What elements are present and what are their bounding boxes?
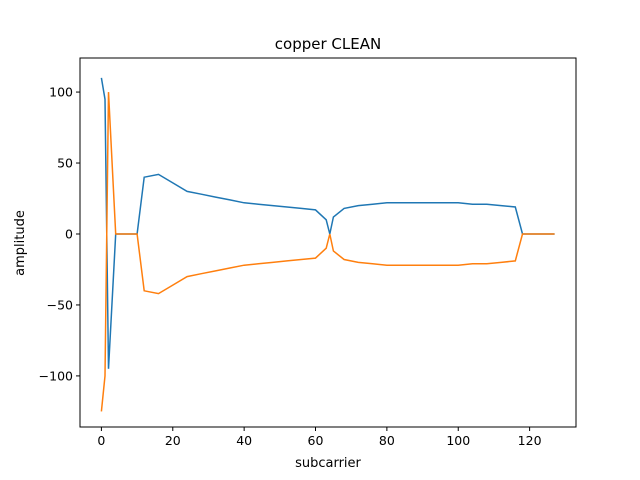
chart-title: copper CLEAN xyxy=(275,35,381,53)
plot-frame xyxy=(79,57,577,428)
x-tick-label: 80 xyxy=(379,433,395,448)
x-tick-label: 60 xyxy=(308,433,324,448)
x-tick-label: 120 xyxy=(518,433,542,448)
x-tick-label: 40 xyxy=(236,433,252,448)
x-tick-label: 20 xyxy=(165,433,181,448)
y-tick-label: 0 xyxy=(65,226,73,241)
x-tick-label: 100 xyxy=(446,433,470,448)
x-tick-label: 0 xyxy=(97,433,105,448)
x-axis-label: subcarrier xyxy=(295,456,361,471)
y-tick-label: 100 xyxy=(49,85,73,100)
y-axis-label: amplitude xyxy=(13,210,28,276)
y-tick-label: 50 xyxy=(57,156,73,171)
series-line-0 xyxy=(100,77,555,369)
y-tick-label: −100 xyxy=(39,368,73,383)
y-axis: −100 −50 0 50 100 xyxy=(39,85,80,383)
series-layer xyxy=(100,77,555,412)
x-axis: 0 20 40 60 80 100 120 xyxy=(97,427,542,448)
series-line-1 xyxy=(100,92,555,412)
y-tick-label: −50 xyxy=(47,297,73,312)
